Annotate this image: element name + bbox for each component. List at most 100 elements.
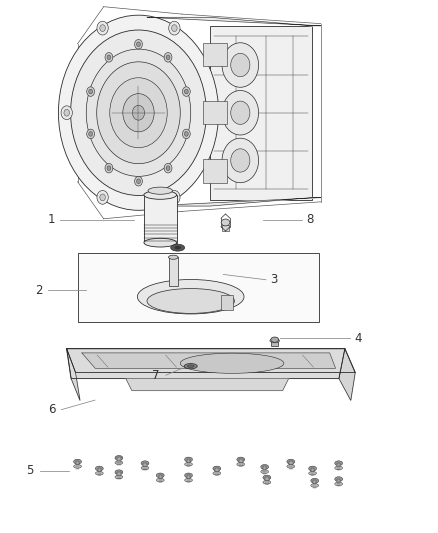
Polygon shape [67,349,355,373]
Text: 2: 2 [35,284,42,297]
Bar [169,257,178,286]
Circle shape [184,89,188,94]
Ellipse shape [171,244,185,251]
Bar [215,468,219,473]
Ellipse shape [144,190,177,199]
Ellipse shape [185,463,192,466]
Bar [221,295,233,310]
Circle shape [97,62,180,164]
Ellipse shape [138,279,244,314]
Bar [159,475,162,480]
Bar [210,26,312,200]
Circle shape [86,49,191,176]
Circle shape [71,30,206,196]
Circle shape [89,132,92,136]
Circle shape [97,190,108,204]
Ellipse shape [95,466,103,471]
Circle shape [110,78,167,148]
Bar [98,468,101,473]
Ellipse shape [335,477,343,481]
Ellipse shape [144,238,177,247]
Circle shape [134,176,142,186]
Circle shape [166,55,170,60]
Ellipse shape [311,483,319,487]
Ellipse shape [185,457,192,462]
Ellipse shape [261,470,268,473]
Polygon shape [67,349,345,378]
Polygon shape [147,17,321,26]
Bar [203,159,227,183]
Ellipse shape [263,475,271,480]
Bar [203,101,227,124]
Ellipse shape [185,478,192,482]
Circle shape [182,87,190,96]
Circle shape [107,166,111,171]
Circle shape [182,129,190,139]
Circle shape [205,106,216,119]
Bar [311,468,314,473]
Circle shape [123,94,154,132]
Circle shape [231,149,250,172]
Circle shape [208,109,213,116]
Text: 8: 8 [307,213,314,227]
Circle shape [184,132,188,136]
Ellipse shape [271,337,279,342]
Ellipse shape [261,465,268,470]
Ellipse shape [169,255,178,259]
Text: 1: 1 [48,213,55,227]
Circle shape [64,109,70,116]
Circle shape [172,25,177,31]
Bar [203,43,227,66]
Ellipse shape [74,465,81,469]
Circle shape [166,166,170,171]
Circle shape [222,138,258,183]
Bar [144,195,177,243]
Circle shape [231,101,250,124]
Ellipse shape [187,365,194,368]
Ellipse shape [74,459,81,464]
Polygon shape [126,378,289,391]
Bar [265,477,268,482]
Bar [76,461,79,466]
Circle shape [97,21,108,35]
Ellipse shape [115,470,123,474]
Text: 6: 6 [48,403,55,416]
Circle shape [164,164,172,173]
Ellipse shape [263,480,271,484]
Ellipse shape [309,466,317,471]
Ellipse shape [335,466,343,470]
Ellipse shape [141,461,149,466]
Polygon shape [67,349,80,400]
Bar [78,253,319,322]
Text: 7: 7 [152,369,159,382]
Ellipse shape [213,471,221,475]
Circle shape [169,21,180,35]
Text: 3: 3 [270,273,277,286]
Ellipse shape [115,475,123,479]
Circle shape [137,42,141,46]
Ellipse shape [335,461,343,466]
Circle shape [87,87,95,96]
Bar [239,459,243,464]
Bar [271,341,278,346]
Circle shape [100,194,106,201]
Circle shape [169,190,180,204]
Bar [337,479,340,484]
Ellipse shape [156,473,164,478]
Ellipse shape [95,471,103,475]
Bar [143,463,147,468]
Circle shape [105,164,113,173]
Ellipse shape [156,478,164,482]
Circle shape [89,89,92,94]
Bar [117,472,120,477]
Text: 5: 5 [26,464,33,477]
Polygon shape [147,198,321,206]
Ellipse shape [237,457,245,462]
Ellipse shape [184,364,197,369]
Bar [337,463,340,468]
Ellipse shape [270,338,279,343]
Ellipse shape [115,461,123,465]
Bar [187,459,190,464]
Ellipse shape [148,187,173,194]
Ellipse shape [311,478,319,483]
